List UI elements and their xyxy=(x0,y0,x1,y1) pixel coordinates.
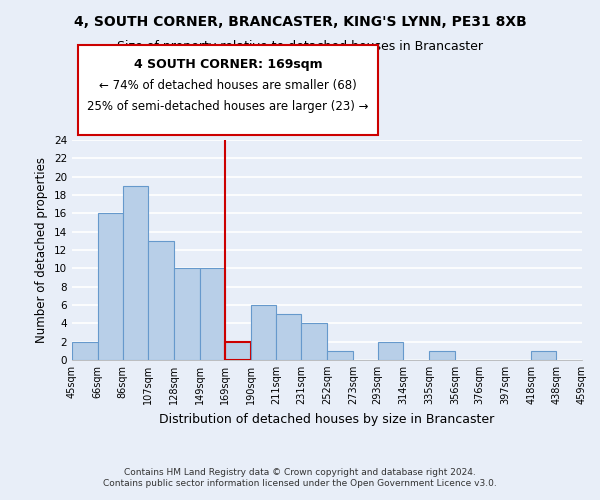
Text: 25% of semi-detached houses are larger (23) →: 25% of semi-detached houses are larger (… xyxy=(87,100,369,113)
Bar xyxy=(429,351,455,360)
Bar xyxy=(98,214,122,360)
Text: ← 74% of detached houses are smaller (68): ← 74% of detached houses are smaller (68… xyxy=(99,79,357,92)
Bar xyxy=(301,324,327,360)
Text: 4 SOUTH CORNER: 169sqm: 4 SOUTH CORNER: 169sqm xyxy=(134,58,322,70)
Text: Size of property relative to detached houses in Brancaster: Size of property relative to detached ho… xyxy=(117,40,483,53)
Bar xyxy=(225,342,251,360)
Y-axis label: Number of detached properties: Number of detached properties xyxy=(35,157,49,343)
Bar xyxy=(377,342,403,360)
Bar xyxy=(72,342,98,360)
Bar xyxy=(148,241,174,360)
Bar xyxy=(327,351,353,360)
Bar xyxy=(532,351,556,360)
X-axis label: Distribution of detached houses by size in Brancaster: Distribution of detached houses by size … xyxy=(160,412,494,426)
Text: 4, SOUTH CORNER, BRANCASTER, KING'S LYNN, PE31 8XB: 4, SOUTH CORNER, BRANCASTER, KING'S LYNN… xyxy=(74,15,526,29)
Bar xyxy=(122,186,148,360)
Bar xyxy=(174,268,200,360)
Bar xyxy=(200,268,225,360)
Bar xyxy=(277,314,301,360)
Bar xyxy=(251,305,277,360)
Text: Contains HM Land Registry data © Crown copyright and database right 2024.
Contai: Contains HM Land Registry data © Crown c… xyxy=(103,468,497,487)
